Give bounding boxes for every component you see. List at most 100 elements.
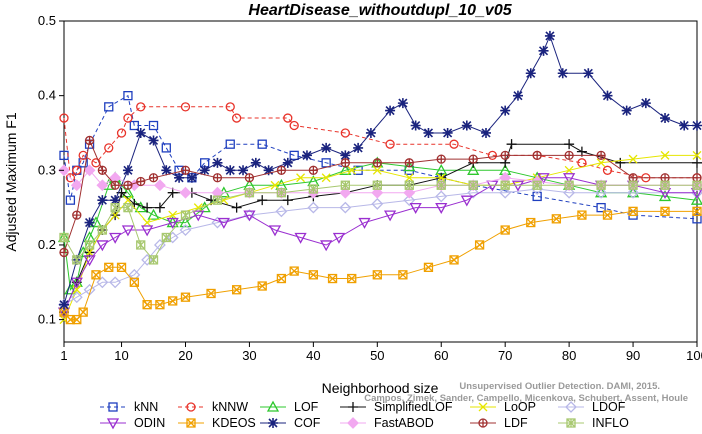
x-tick-label: 30 xyxy=(242,348,256,363)
data-point xyxy=(500,105,511,116)
data-point xyxy=(692,206,702,217)
x-tick-label: 50 xyxy=(370,348,384,363)
data-point xyxy=(83,164,96,177)
data-point xyxy=(660,206,670,217)
data-point xyxy=(660,180,670,190)
data-point xyxy=(409,202,422,214)
data-point xyxy=(564,180,574,190)
data-point xyxy=(423,127,434,138)
data-point xyxy=(136,240,146,250)
data-point xyxy=(212,173,223,183)
data-point xyxy=(449,139,459,149)
data-point xyxy=(626,186,640,198)
data-point xyxy=(270,180,280,190)
data-point xyxy=(320,240,333,252)
x-tick-label: 20 xyxy=(178,348,192,363)
data-point xyxy=(692,120,702,131)
data-point xyxy=(244,173,255,183)
data-point xyxy=(532,150,542,161)
data-point xyxy=(679,120,690,131)
data-point xyxy=(243,210,256,222)
data-point xyxy=(257,195,268,206)
data-point xyxy=(577,210,587,220)
legend-item-knnw: kNNW xyxy=(178,400,248,414)
data-point xyxy=(532,191,542,202)
data-point xyxy=(307,201,320,214)
data-point xyxy=(512,90,523,101)
data-point xyxy=(65,173,76,183)
data-point xyxy=(72,314,82,325)
data-point xyxy=(168,296,178,306)
data-point xyxy=(179,186,192,199)
data-point xyxy=(206,288,216,299)
legend-item-cof: COF xyxy=(260,416,321,430)
data-point xyxy=(186,172,197,183)
data-point xyxy=(97,225,108,235)
data-point xyxy=(110,202,120,213)
data-point xyxy=(72,255,82,265)
data-point xyxy=(596,202,606,213)
data-point xyxy=(460,195,473,207)
data-point xyxy=(365,127,376,138)
data-point xyxy=(621,105,632,116)
data-point xyxy=(353,142,364,153)
data-point xyxy=(231,285,242,295)
data-point xyxy=(250,157,261,168)
data-point xyxy=(283,113,293,123)
data-point xyxy=(532,180,542,190)
data-point xyxy=(72,210,82,220)
data-point xyxy=(64,283,77,295)
data-point xyxy=(658,190,672,202)
data-point xyxy=(404,158,414,168)
y-tick-label: 0.3 xyxy=(38,162,56,177)
data-point xyxy=(301,150,312,161)
series-line xyxy=(63,106,697,180)
data-point xyxy=(583,68,594,79)
data-point xyxy=(372,270,382,280)
data-point xyxy=(238,165,249,176)
data-point xyxy=(296,173,306,183)
data-point xyxy=(478,418,488,428)
data-point xyxy=(97,195,108,206)
legend-label: KDEOS xyxy=(212,416,256,430)
data-point xyxy=(385,105,396,116)
series-fastabod xyxy=(58,164,702,199)
watermark-line-2: Campos, Zimek, Sander, Campello, Micenko… xyxy=(364,393,688,404)
data-point xyxy=(537,173,550,185)
data-point xyxy=(96,240,109,252)
data-point xyxy=(467,186,480,199)
legend: kNN kNNW LOF SimplifiedLOF LoOP LDOF ODIN KDEOS… xyxy=(100,400,629,430)
data-point xyxy=(423,262,434,272)
data-point xyxy=(70,291,83,304)
data-point xyxy=(410,120,421,131)
data-point xyxy=(70,277,83,289)
x-tick-label: 80 xyxy=(562,348,576,363)
data-point xyxy=(308,270,319,280)
data-point xyxy=(692,150,702,160)
data-point xyxy=(84,240,95,250)
data-point xyxy=(531,183,544,195)
data-point xyxy=(640,98,651,109)
data-point xyxy=(436,173,446,183)
y-tick-label: 0.4 xyxy=(38,88,56,103)
data-point xyxy=(96,276,109,289)
data-point xyxy=(275,205,288,218)
data-point xyxy=(468,180,478,190)
series-line xyxy=(63,154,697,320)
series-inflo xyxy=(59,180,702,265)
data-point xyxy=(566,418,576,428)
legend-item-lof: LOF xyxy=(260,400,319,414)
data-point xyxy=(72,165,82,175)
data-point xyxy=(602,210,613,220)
data-point xyxy=(59,232,69,243)
data-point xyxy=(660,150,670,160)
data-point xyxy=(500,150,510,161)
data-point xyxy=(121,225,135,237)
data-point xyxy=(192,210,205,222)
data-point xyxy=(84,135,95,146)
legend-label: SimplifiedLOF xyxy=(374,400,453,414)
data-point xyxy=(268,225,282,237)
x-tick-label: 90 xyxy=(626,348,640,363)
data-point xyxy=(340,150,351,161)
data-point xyxy=(166,217,179,229)
